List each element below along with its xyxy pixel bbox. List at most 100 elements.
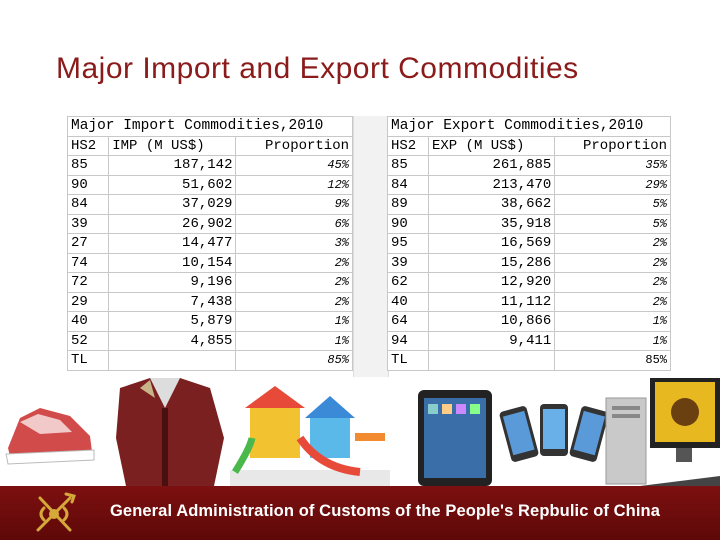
import-cell: 72: [66, 272, 110, 293]
import-total-row: TL 85%: [66, 350, 353, 371]
import-row: 74 10,154 2%: [66, 252, 353, 273]
customs-emblem-icon: [36, 492, 76, 532]
export-row: 64 10,866 1%: [387, 311, 671, 332]
import-caption-row: Major Import Commodities,2010: [67, 116, 353, 137]
export-cell: 40: [387, 291, 429, 312]
import-total-cell: [108, 350, 237, 371]
playground-icon: [230, 386, 390, 486]
import-cell: 27: [66, 233, 110, 254]
export-header-cell: HS2: [387, 135, 429, 156]
import-header-cell: HS2: [66, 135, 110, 156]
export-cell: 89: [387, 194, 429, 215]
footer-text: General Administration of Customs of the…: [110, 502, 660, 520]
export-table: Major Export Commodities,2010 HS2 EXP (M U…: [387, 116, 671, 371]
export-caption: Major Export Commodities,2010: [387, 116, 671, 137]
import-header-cell: Proportion: [235, 135, 353, 156]
import-cell: 39: [66, 213, 110, 234]
import-cell: 1%: [235, 311, 353, 332]
import-cell: 2%: [235, 272, 353, 293]
export-cell: 5%: [554, 213, 671, 234]
import-cell: 85: [66, 155, 110, 176]
export-row: 94 9,411 1%: [387, 330, 671, 351]
import-cell: 51,602: [108, 174, 237, 195]
export-total-cell: [427, 350, 556, 371]
export-cell: 35,918: [427, 213, 556, 234]
export-cell: 38,662: [427, 194, 556, 215]
import-cell: 2%: [235, 252, 353, 273]
export-cell: 1%: [554, 311, 671, 332]
table-gap: [353, 116, 389, 377]
export-row: 40 11,112 2%: [387, 291, 671, 312]
export-total-cell: 85%: [554, 350, 671, 371]
import-row: 90 51,602 12%: [66, 174, 353, 195]
export-cell: 94: [387, 330, 429, 351]
import-total-cell: TL: [66, 350, 110, 371]
export-row: 85 261,885 35%: [387, 155, 671, 176]
export-cell: 15,286: [427, 252, 556, 273]
import-table-body: Major Import Commodities,2010 HS2 IMP (M U…: [66, 116, 353, 371]
import-row: 27 14,477 3%: [66, 233, 353, 254]
export-row: 39 15,286 2%: [387, 252, 671, 273]
import-cell: 52: [66, 330, 110, 351]
import-total-cell: 85%: [235, 350, 353, 371]
export-cell: 90: [387, 213, 429, 234]
import-header-cell: IMP (M US$): [108, 135, 237, 156]
import-row: 85 187,142 45%: [66, 155, 353, 176]
export-total-row: TL 85%: [387, 350, 671, 371]
import-row: 29 7,438 2%: [66, 291, 353, 312]
import-row: 72 9,196 2%: [66, 272, 353, 293]
import-cell: 2%: [235, 291, 353, 312]
smartphones-icon: [499, 404, 609, 462]
import-cell: 3%: [235, 233, 353, 254]
export-row: 95 16,569 2%: [387, 233, 671, 254]
sneaker-icon: [5, 408, 95, 465]
export-cell: 62: [387, 272, 429, 293]
export-header-cell: Proportion: [554, 135, 671, 156]
export-cell: 2%: [554, 291, 671, 312]
export-cell: 1%: [554, 330, 671, 351]
export-row: 62 12,920 2%: [387, 272, 671, 293]
export-cell: 5%: [554, 194, 671, 215]
export-table-body: Major Export Commodities,2010 HS2 EXP (M U…: [387, 116, 671, 371]
import-cell: 26,902: [108, 213, 237, 234]
import-cell: 84: [66, 194, 110, 215]
export-cell: 12,920: [427, 272, 556, 293]
export-cell: 11,112: [427, 291, 556, 312]
import-row: 84 37,029 9%: [66, 194, 353, 215]
footer-bar: General Administration of Customs of the…: [0, 486, 720, 540]
import-row: 52 4,855 1%: [66, 330, 353, 351]
import-row: 40 5,879 1%: [66, 311, 353, 332]
export-cell: 64: [387, 311, 429, 332]
export-cell: 39: [387, 252, 429, 273]
export-total-cell: TL: [387, 350, 429, 371]
import-cell: 37,029: [108, 194, 237, 215]
export-cell: 35%: [554, 155, 671, 176]
import-cell: 187,142: [108, 155, 237, 176]
import-cell: 10,154: [108, 252, 237, 273]
import-cell: 74: [66, 252, 110, 273]
export-cell: 2%: [554, 272, 671, 293]
import-cell: 40: [66, 311, 110, 332]
export-cell: 2%: [554, 252, 671, 273]
export-cell: 9,411: [427, 330, 556, 351]
import-cell: 9,196: [108, 272, 237, 293]
import-cell: 1%: [235, 330, 353, 351]
export-cell: 29%: [554, 174, 671, 195]
export-header-row: HS2 EXP (M US$) Proportion: [387, 135, 671, 156]
import-cell: 29: [66, 291, 110, 312]
export-cell: 213,470: [427, 174, 556, 195]
import-cell: 7,438: [108, 291, 237, 312]
export-cell: 261,885: [427, 155, 556, 176]
import-cell: 6%: [235, 213, 353, 234]
import-cell: 4,855: [108, 330, 237, 351]
export-header-cell: EXP (M US$): [427, 135, 556, 156]
coat-icon: [116, 378, 224, 486]
import-table: Major Import Commodities,2010 HS2 IMP (M U…: [66, 116, 353, 371]
export-cell: 95: [387, 233, 429, 254]
export-cell: 10,866: [427, 311, 556, 332]
import-row: 39 26,902 6%: [66, 213, 353, 234]
slide-title: Major Import and Export Commodities: [56, 52, 579, 85]
export-cell: 2%: [554, 233, 671, 254]
import-cell: 90: [66, 174, 110, 195]
import-cell: 5,879: [108, 311, 237, 332]
